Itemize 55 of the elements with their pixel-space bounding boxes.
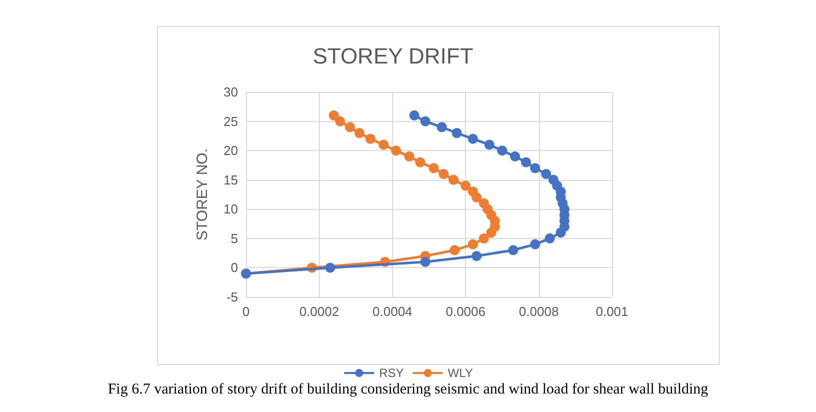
point [409, 110, 420, 120]
point [325, 262, 336, 273]
point [438, 169, 449, 179]
x-tick-label: 0.001 [596, 304, 628, 319]
y-tick-label: 20 [224, 143, 238, 158]
point [478, 198, 489, 208]
point [428, 163, 439, 174]
point [508, 245, 518, 256]
x-tick-label: 0 [242, 304, 250, 319]
y-tick-label: 30 [224, 84, 238, 100]
point [544, 233, 555, 244]
y-tick-label: 0 [230, 260, 238, 276]
point [344, 122, 355, 132]
point [497, 146, 508, 156]
y-tick-label: 15 [224, 172, 238, 188]
point [521, 157, 531, 168]
point [335, 116, 346, 126]
x-tick-label: 0.0004 [372, 304, 412, 319]
point [530, 163, 540, 174]
y-tick-label: 25 [224, 114, 238, 129]
point [468, 134, 478, 144]
point [472, 251, 482, 261]
legend-label: RSY [379, 366, 404, 380]
x-tick-label: 0.0008 [518, 304, 559, 319]
chart-title: STOREY DRIFT [312, 44, 474, 68]
point [420, 256, 430, 267]
point [448, 174, 459, 185]
y-tick-label: -5 [226, 290, 238, 304]
x-tick-label: 0.0002 [299, 304, 340, 319]
point [328, 110, 339, 120]
point [354, 128, 364, 138]
point [510, 151, 520, 162]
y-axis-title: STOREY NO. [194, 148, 211, 240]
point [548, 174, 558, 185]
point [452, 128, 462, 138]
point [365, 134, 376, 144]
point [541, 169, 552, 179]
point [436, 122, 447, 132]
point [468, 186, 478, 197]
x-tick-label: 0.0006 [446, 304, 486, 319]
point [468, 239, 478, 250]
point [415, 157, 426, 168]
point [484, 140, 494, 150]
point [530, 239, 540, 250]
point [420, 116, 430, 126]
y-tick-label: 5 [230, 230, 238, 246]
point [378, 140, 389, 150]
point [460, 180, 471, 191]
point [404, 151, 414, 162]
point [450, 245, 460, 256]
legend-label: WLY [448, 366, 473, 380]
point [391, 146, 402, 156]
caption: Fig 6.7 variation of story drift of building considering seismic and wind load for shear wall building [108, 382, 709, 398]
y-tick-label: 10 [224, 202, 238, 217]
point [478, 233, 489, 244]
